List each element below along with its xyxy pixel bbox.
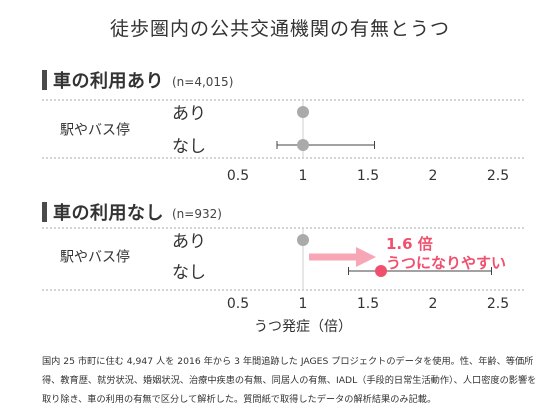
panel-n-car-yes: (n=4,015) — [172, 74, 234, 89]
tick-label: 0.5 — [227, 168, 249, 184]
row-label: なし — [172, 263, 206, 283]
row-label: あり — [172, 104, 206, 124]
row-group-label: 駅やバス停 — [60, 122, 130, 139]
panel-label-car-no: 車の利用なし — [53, 203, 164, 224]
panel-label-car-yes: 車の利用あり — [53, 71, 164, 92]
annotation-arrowhead — [356, 247, 376, 267]
panel-header-car-no: 車の利用なし (n=932) — [42, 200, 222, 224]
estimate-point — [297, 234, 309, 246]
row-label: あり — [172, 232, 206, 252]
tick-label: 1 — [299, 168, 308, 184]
tick-label: 2 — [429, 168, 438, 184]
estimate-point — [297, 139, 309, 151]
footnote: 国内 25 市町に住む 4,947 人を 2016 年から 3 年間追跡した J… — [42, 356, 537, 405]
panel-marker — [42, 70, 47, 90]
estimate-point — [375, 265, 387, 277]
tick-label: 2.5 — [487, 296, 509, 312]
tick-label: 1 — [299, 296, 308, 312]
tick-label: 2 — [429, 296, 438, 312]
tick-label: 1.5 — [357, 296, 379, 312]
row-group-label: 駅やバス停 — [60, 249, 130, 266]
tick-label: 0.5 — [227, 296, 249, 312]
annotation-value: 1.6 倍 — [386, 235, 433, 253]
panel-header-car-yes: 車の利用あり (n=4,015) — [42, 68, 233, 92]
x-axis-label: うつ発症（倍） — [254, 319, 352, 335]
tick-label: 1.5 — [357, 168, 379, 184]
panel-n-car-no: (n=932) — [172, 206, 222, 221]
row-label: なし — [172, 137, 206, 157]
annotation-text: うつになりやすい — [386, 254, 506, 272]
panel-marker — [42, 202, 47, 222]
chart-title: 徒歩圏内の公共交通機関の有無とうつ — [109, 18, 450, 40]
tick-label: 2.5 — [487, 168, 509, 184]
estimate-point — [297, 106, 309, 118]
